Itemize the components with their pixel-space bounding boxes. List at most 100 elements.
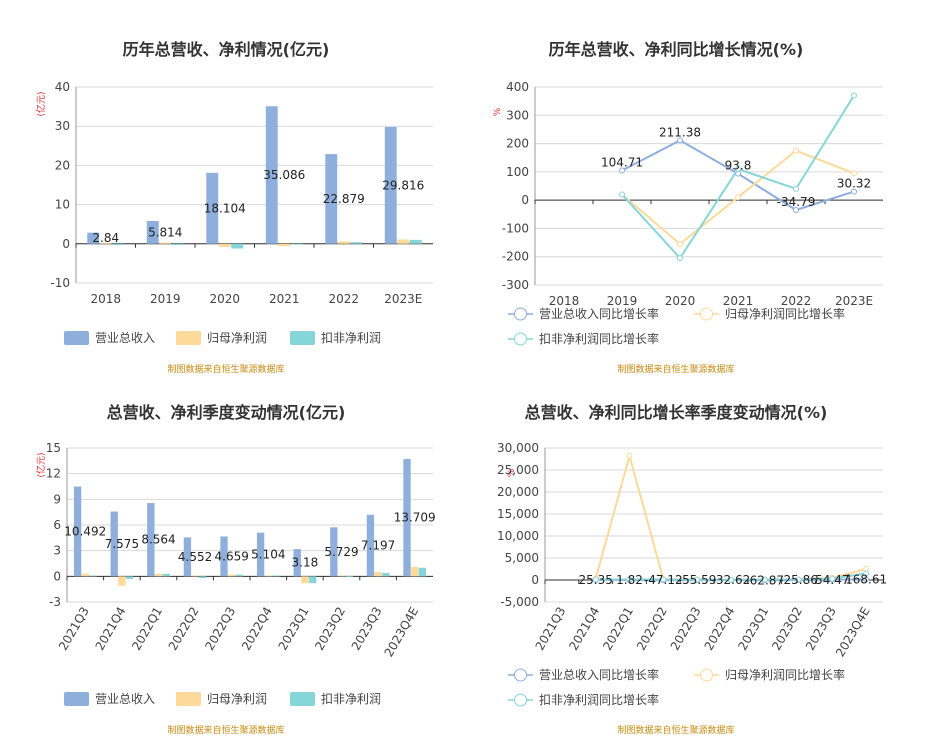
bar[interactable] bbox=[290, 243, 303, 245]
bar[interactable] bbox=[231, 243, 244, 249]
bar[interactable] bbox=[418, 567, 427, 577]
bar[interactable] bbox=[112, 243, 125, 245]
bar[interactable] bbox=[235, 574, 244, 577]
data-point[interactable] bbox=[851, 92, 857, 99]
legend-item[interactable]: 扣非净利润同比增长率 bbox=[508, 331, 659, 346]
bar[interactable] bbox=[206, 172, 219, 244]
bar[interactable] bbox=[337, 575, 346, 577]
data-point[interactable] bbox=[660, 576, 667, 583]
data-point[interactable] bbox=[735, 166, 741, 173]
bar[interactable] bbox=[81, 573, 89, 577]
chart-legend[interactable]: 营业总收入 归母净利润 扣非净利润 bbox=[64, 331, 381, 345]
bar[interactable] bbox=[146, 221, 159, 244]
bar[interactable] bbox=[409, 239, 422, 244]
bar[interactable] bbox=[199, 576, 207, 579]
bar[interactable] bbox=[272, 575, 280, 577]
data-point[interactable] bbox=[863, 570, 870, 577]
bar[interactable] bbox=[125, 576, 134, 579]
bar[interactable] bbox=[118, 576, 126, 586]
bar[interactable] bbox=[154, 573, 163, 577]
legend-item[interactable]: 扣非净利润 bbox=[290, 692, 381, 706]
source-note: 制图数据来自恒生聚源数据库 bbox=[617, 363, 734, 375]
legend-item[interactable]: 归母净利润 bbox=[176, 331, 267, 345]
bar[interactable] bbox=[159, 242, 172, 244]
data-point[interactable] bbox=[626, 452, 633, 459]
data-point[interactable] bbox=[619, 167, 625, 174]
bar[interactable] bbox=[382, 572, 390, 577]
data-point[interactable] bbox=[851, 188, 857, 195]
bar[interactable] bbox=[293, 549, 301, 577]
bar[interactable] bbox=[110, 511, 118, 577]
legend-item[interactable]: 营业总收入同比增长率 bbox=[508, 667, 659, 682]
bar[interactable] bbox=[325, 154, 338, 244]
data-point[interactable] bbox=[793, 206, 799, 213]
bar[interactable] bbox=[384, 126, 397, 244]
bar[interactable] bbox=[264, 575, 272, 577]
data-point[interactable] bbox=[677, 137, 683, 144]
bar[interactable] bbox=[278, 243, 291, 247]
source-note: 制图数据来自恒生聚源数据库 bbox=[167, 724, 284, 736]
bar[interactable] bbox=[99, 243, 112, 244]
y-tick-label: 12 bbox=[46, 467, 61, 481]
data-point[interactable] bbox=[761, 576, 768, 583]
data-point[interactable] bbox=[829, 575, 836, 582]
bar[interactable] bbox=[366, 514, 375, 577]
bar[interactable] bbox=[374, 572, 382, 577]
data-point[interactable] bbox=[677, 240, 683, 247]
legend-item[interactable]: 归母净利润同比增长率 bbox=[694, 667, 845, 682]
bar[interactable] bbox=[183, 537, 192, 577]
data-point[interactable] bbox=[626, 576, 633, 583]
quarterly-growth-rate-chart: 总营收、净利同比增长率季度变动情况(%) % -5,000 0 5,000 10,00… bbox=[497, 403, 887, 736]
bar[interactable] bbox=[220, 536, 228, 577]
y-tick-label: 3 bbox=[53, 544, 61, 558]
bar[interactable] bbox=[73, 486, 82, 577]
legend-item[interactable]: 营业总收入 bbox=[64, 692, 155, 706]
bar[interactable] bbox=[411, 566, 419, 577]
bar[interactable] bbox=[87, 232, 100, 244]
data-point[interactable] bbox=[793, 185, 799, 192]
bar[interactable] bbox=[89, 575, 97, 577]
bar[interactable] bbox=[350, 242, 363, 244]
bar[interactable] bbox=[162, 573, 170, 577]
bar[interactable] bbox=[228, 574, 236, 577]
legend-item[interactable]: 营业总收入同比增长率 bbox=[508, 306, 659, 321]
data-label: 30.32 bbox=[837, 177, 871, 191]
data-point[interactable] bbox=[863, 576, 870, 583]
data-point[interactable] bbox=[694, 576, 701, 583]
bar[interactable] bbox=[308, 576, 317, 584]
data-point[interactable] bbox=[677, 255, 683, 262]
data-point[interactable] bbox=[851, 170, 857, 177]
bar[interactable] bbox=[397, 239, 410, 244]
legend-item[interactable]: 扣非净利润 bbox=[290, 331, 381, 345]
bar[interactable] bbox=[265, 106, 278, 244]
chart-legend[interactable]: 营业总收入 归母净利润 扣非净利润 bbox=[64, 692, 381, 706]
y-tick-label: 5,000 bbox=[505, 551, 539, 565]
legend-item[interactable]: 归母净利润 bbox=[176, 692, 267, 706]
data-label: 104.71 bbox=[601, 156, 643, 170]
bar[interactable] bbox=[191, 575, 199, 577]
bar[interactable] bbox=[337, 241, 350, 244]
data-point[interactable] bbox=[795, 576, 802, 583]
y-tick-label: 9 bbox=[53, 492, 61, 506]
bar[interactable] bbox=[171, 243, 184, 245]
data-point[interactable] bbox=[592, 576, 599, 583]
bar[interactable] bbox=[330, 527, 338, 577]
legend-item[interactable]: 归母净利润同比增长率 bbox=[694, 306, 845, 321]
y-tick-label: 30,000 bbox=[497, 441, 539, 455]
data-point[interactable] bbox=[735, 194, 741, 201]
bar[interactable] bbox=[301, 576, 309, 584]
bar[interactable] bbox=[256, 532, 265, 577]
data-point[interactable] bbox=[619, 191, 625, 198]
data-point[interactable] bbox=[727, 576, 734, 583]
y-tick-label: 400 bbox=[506, 80, 529, 94]
bar[interactable] bbox=[147, 503, 155, 577]
legend-item[interactable]: 营业总收入 bbox=[64, 331, 155, 345]
data-point[interactable] bbox=[793, 147, 799, 154]
legend-item[interactable]: 扣非净利润同比增长率 bbox=[508, 692, 659, 707]
bar[interactable] bbox=[403, 459, 411, 577]
bar[interactable] bbox=[218, 243, 231, 247]
y-tick-label: -10 bbox=[50, 276, 70, 290]
bar[interactable] bbox=[345, 575, 353, 577]
